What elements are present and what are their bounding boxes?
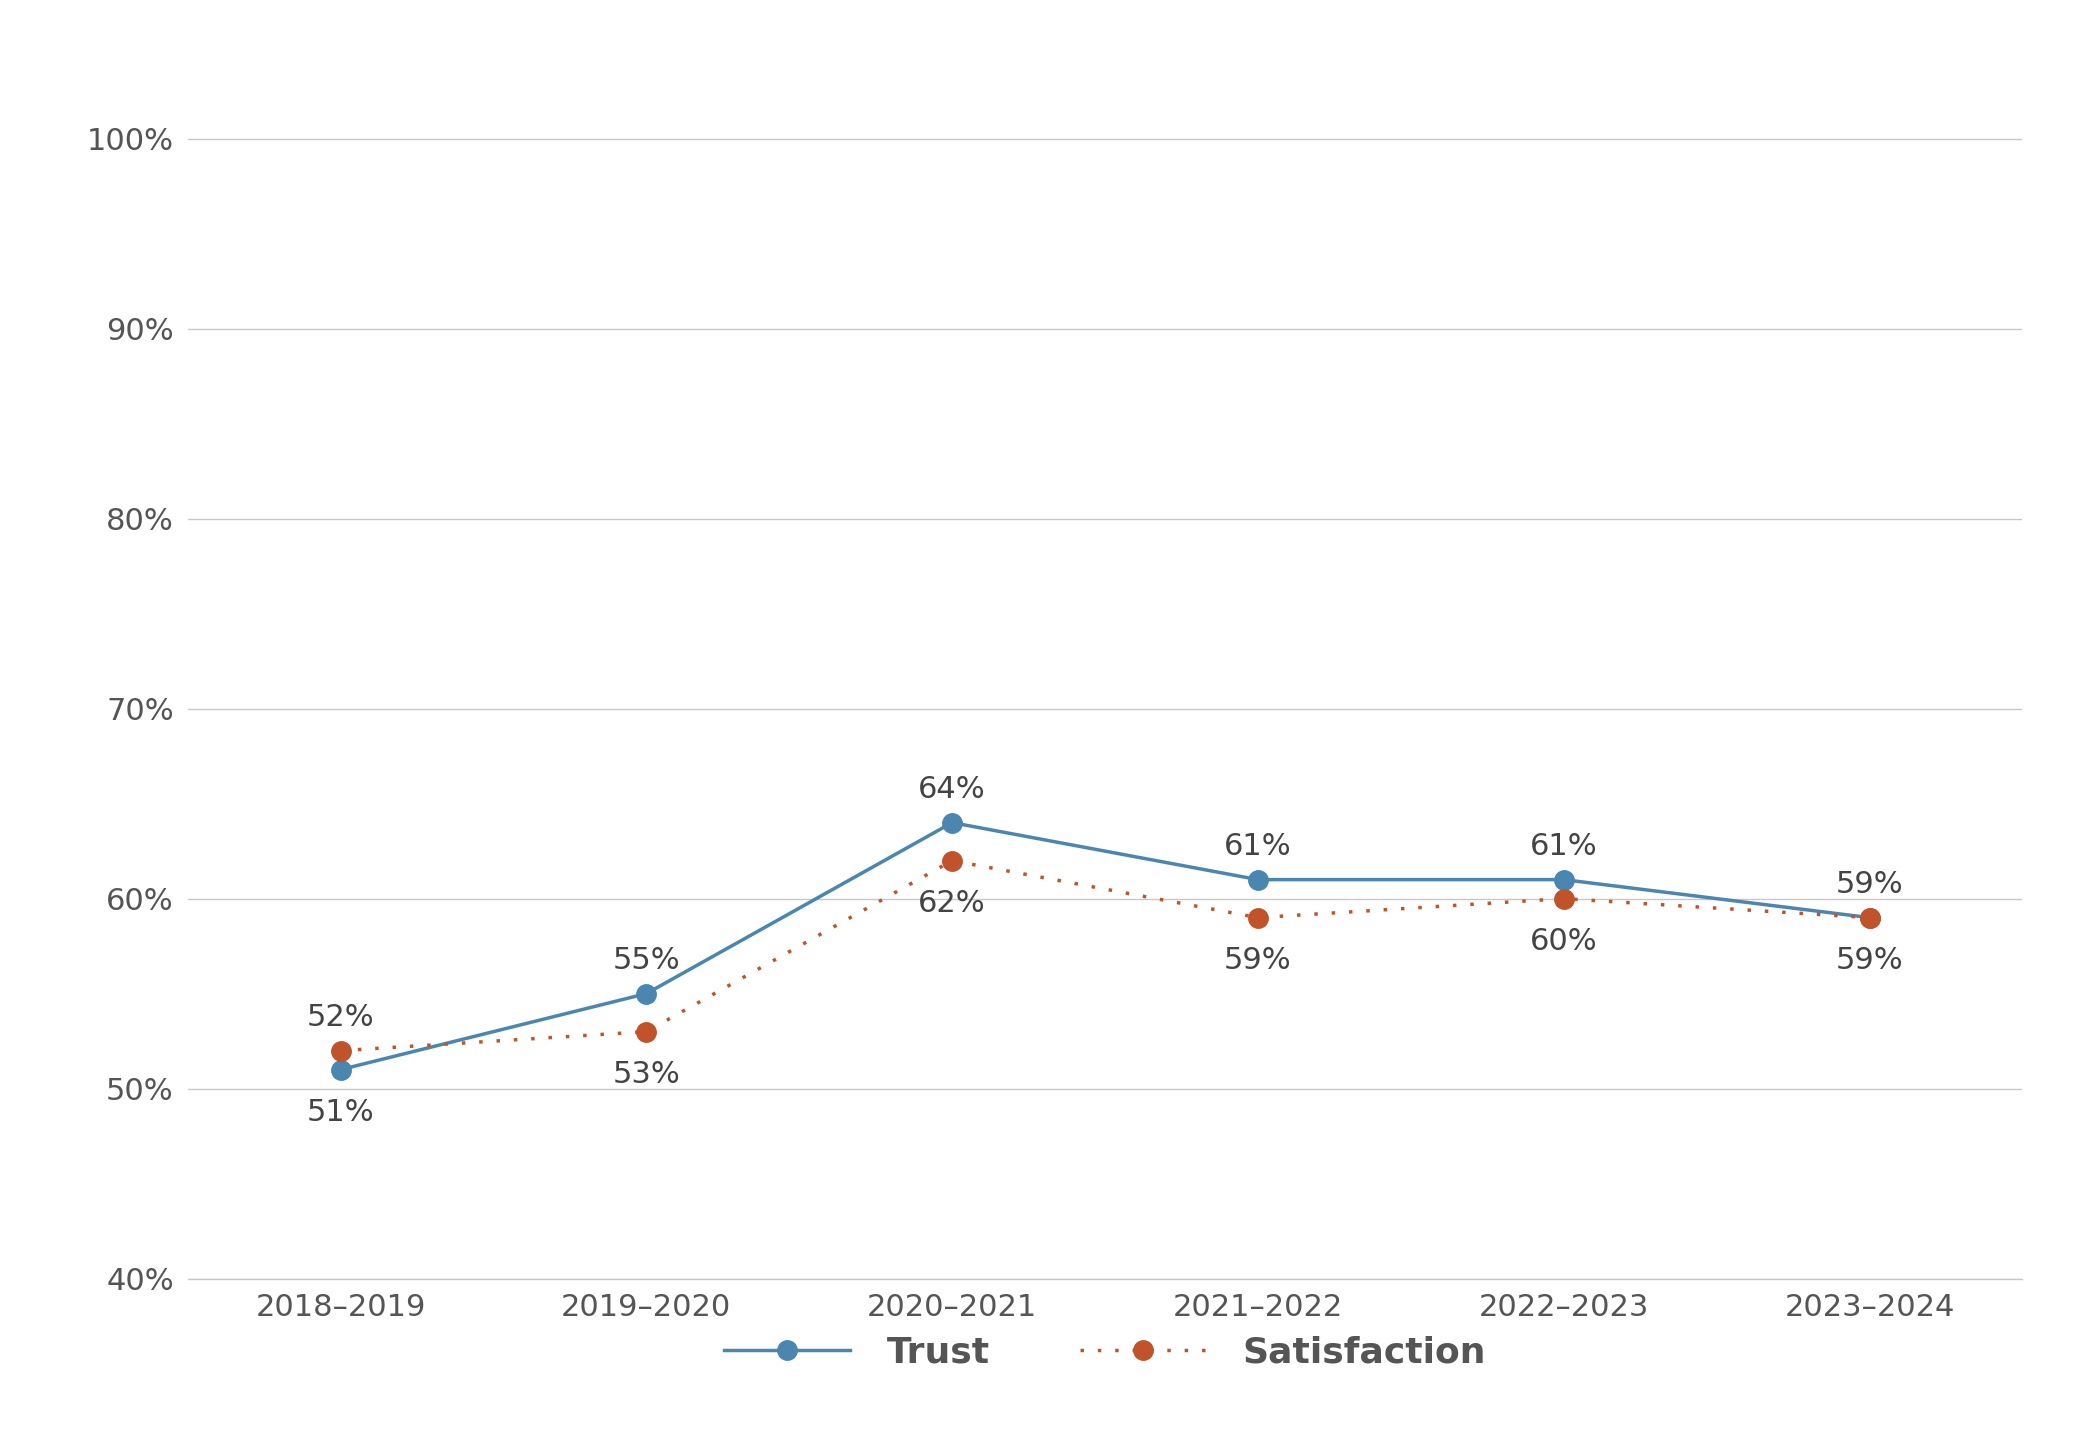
Text: 59%: 59% <box>1835 946 1904 975</box>
Text: 61%: 61% <box>1224 831 1293 860</box>
Text: 61%: 61% <box>1530 831 1597 860</box>
Text: 52%: 52% <box>306 1003 375 1032</box>
Text: 55%: 55% <box>613 946 680 975</box>
Text: 60%: 60% <box>1530 927 1597 956</box>
Text: 59%: 59% <box>1224 946 1293 975</box>
Legend: Trust, Satisfaction: Trust, Satisfaction <box>709 1321 1501 1385</box>
Text: 62%: 62% <box>917 889 986 918</box>
Text: 64%: 64% <box>917 774 986 804</box>
Text: 51%: 51% <box>306 1097 375 1126</box>
Text: 59%: 59% <box>1835 870 1904 898</box>
Text: 53%: 53% <box>613 1059 680 1088</box>
